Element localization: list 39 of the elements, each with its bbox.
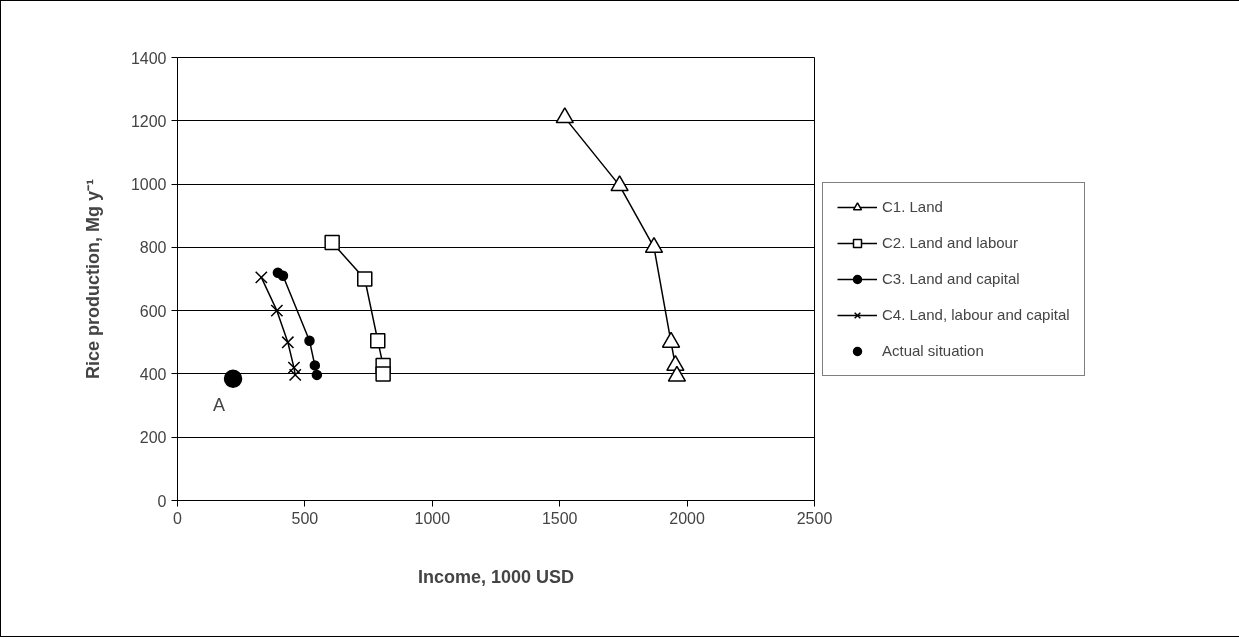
point bbox=[281, 335, 295, 349]
legend-label: C4. Land, labour and capital bbox=[882, 306, 1070, 323]
x-tick-label: 2000 bbox=[669, 509, 705, 527]
x-tick-label: 2500 bbox=[796, 509, 833, 527]
x-tick-label: 1500 bbox=[541, 509, 578, 527]
point bbox=[555, 107, 575, 124]
point bbox=[223, 369, 243, 388]
y-tick-label: 400 bbox=[139, 365, 167, 383]
point bbox=[270, 304, 284, 318]
point bbox=[375, 366, 391, 382]
y-tick-label: 800 bbox=[139, 239, 167, 257]
y-tick-label: 600 bbox=[139, 302, 167, 320]
x-axis-title: Income, 1000 USD bbox=[417, 566, 575, 587]
annotation: A bbox=[213, 394, 226, 415]
point bbox=[370, 332, 386, 349]
point bbox=[288, 368, 302, 382]
point bbox=[309, 360, 321, 371]
point bbox=[324, 234, 340, 251]
point bbox=[311, 369, 323, 381]
legend-label: Actual situation bbox=[882, 342, 984, 359]
y-tick-label: 1000 bbox=[130, 176, 167, 194]
x-tick-label: 0 bbox=[173, 509, 183, 527]
y-tick-label: 200 bbox=[139, 429, 167, 447]
point bbox=[254, 271, 268, 284]
x-tick-label: 1000 bbox=[414, 509, 451, 527]
legend-label: C1. Land bbox=[882, 198, 943, 215]
point bbox=[277, 270, 289, 282]
y-axis-title: Rice production, Mg y⁻¹ bbox=[82, 178, 103, 379]
point bbox=[357, 271, 373, 287]
point bbox=[644, 236, 664, 254]
y-tick-label: 0 bbox=[157, 492, 167, 510]
legend-label: C3. Land and capital bbox=[882, 270, 1020, 287]
point bbox=[610, 175, 629, 192]
y-tick-label: 1400 bbox=[130, 49, 167, 67]
point bbox=[304, 335, 315, 346]
y-tick-label: 1200 bbox=[130, 112, 167, 130]
point bbox=[287, 361, 301, 375]
legend-label: C2. Land and labour bbox=[882, 234, 1018, 251]
x-tick-label: 500 bbox=[291, 509, 319, 527]
